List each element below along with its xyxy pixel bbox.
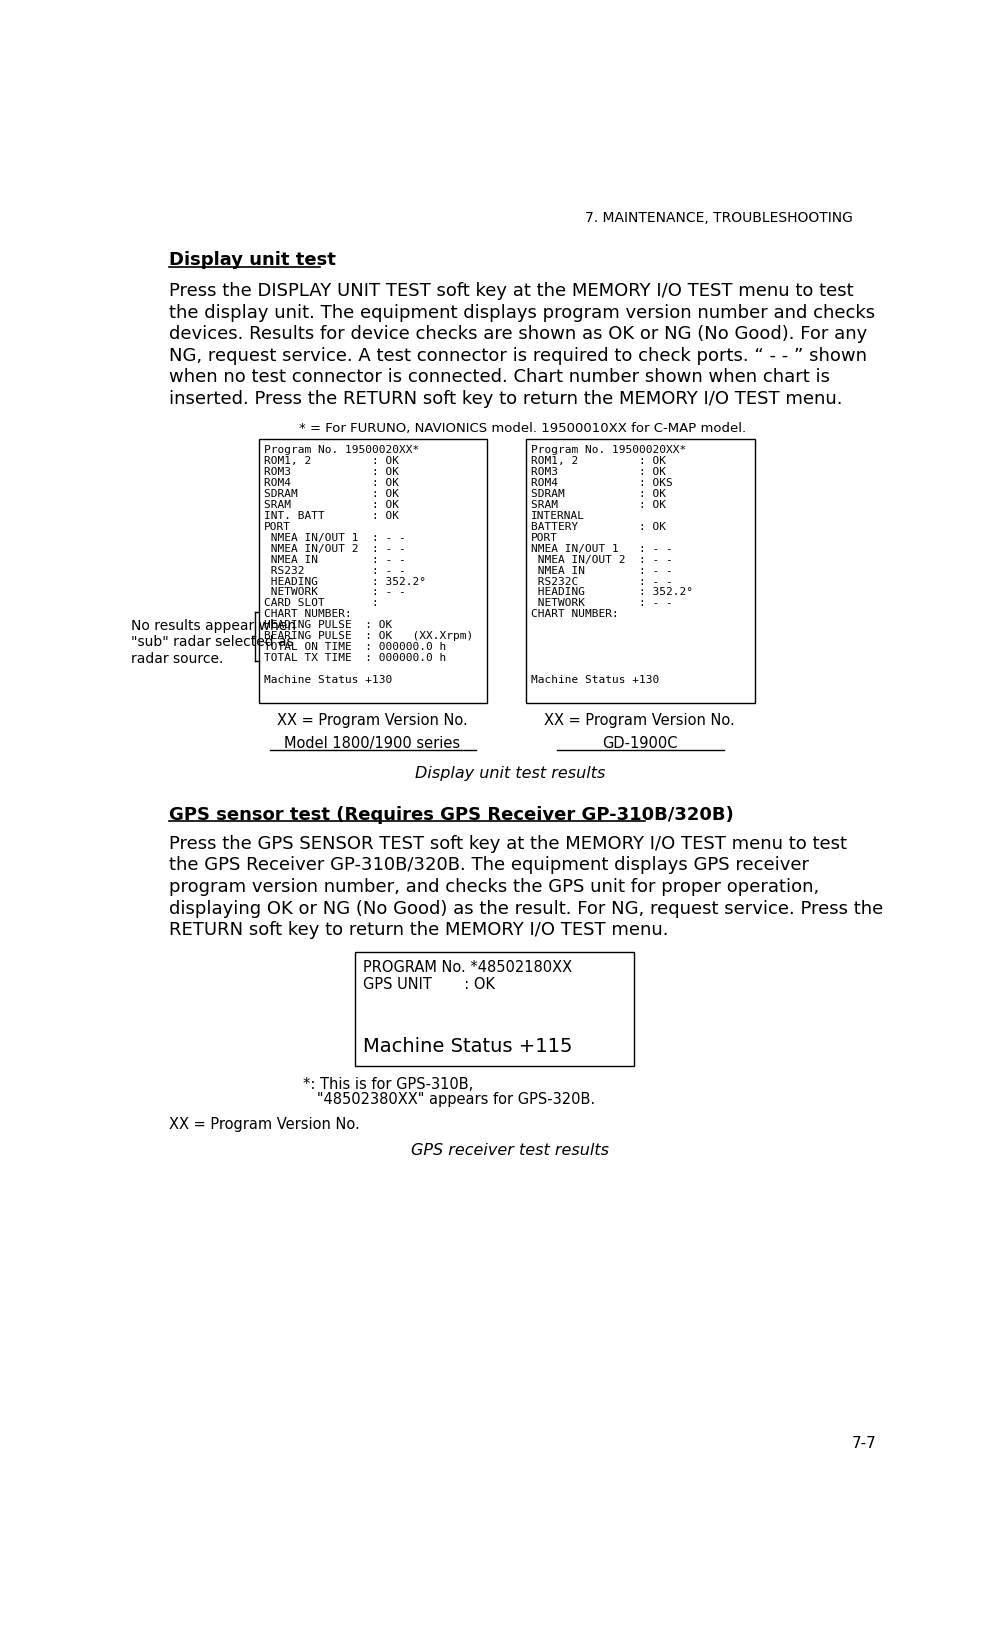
Text: TOTAL TX TIME  : 000000.0 h: TOTAL TX TIME : 000000.0 h [264, 653, 446, 663]
Text: PORT: PORT [532, 532, 559, 543]
Text: Press the GPS SENSOR TEST soft key at the MEMORY I/O TEST menu to test: Press the GPS SENSOR TEST soft key at th… [169, 836, 848, 854]
Text: HEADING PULSE  : OK: HEADING PULSE : OK [264, 620, 392, 630]
Text: 7-7: 7-7 [852, 1436, 876, 1451]
Text: Machine Status +115: Machine Status +115 [364, 1036, 573, 1056]
Bar [526, 439, 755, 702]
Text: NETWORK        : - -: NETWORK : - - [532, 599, 673, 609]
Text: BEARING PULSE  : OK   (XX.Xrpm): BEARING PULSE : OK (XX.Xrpm) [264, 632, 473, 641]
Text: NMEA IN        : - -: NMEA IN : - - [532, 566, 673, 576]
Text: *: This is for GPS-310B,: *: This is for GPS-310B, [303, 1077, 473, 1092]
Text: NMEA IN        : - -: NMEA IN : - - [264, 555, 405, 565]
Text: the GPS Receiver GP-310B/320B. The equipment displays GPS receiver: the GPS Receiver GP-310B/320B. The equip… [169, 857, 810, 875]
Text: RS232C         : - -: RS232C : - - [532, 576, 673, 586]
Text: INTERNAL: INTERNAL [532, 511, 586, 521]
Text: Machine Status +130: Machine Status +130 [264, 676, 392, 685]
Text: Model 1800/1900 series: Model 1800/1900 series [285, 736, 460, 751]
Text: SDRAM           : OK: SDRAM : OK [532, 490, 666, 499]
Text: GPS UNIT       : OK: GPS UNIT : OK [364, 976, 495, 992]
Text: Display unit test: Display unit test [169, 251, 337, 269]
Text: PORT: PORT [264, 522, 291, 532]
Text: NMEA IN/OUT 1  : - -: NMEA IN/OUT 1 : - - [264, 532, 405, 543]
Text: NMEA IN/OUT 1   : - -: NMEA IN/OUT 1 : - - [532, 543, 673, 553]
Text: BATTERY         : OK: BATTERY : OK [532, 522, 666, 532]
Text: XX = Program Version No.: XX = Program Version No. [277, 713, 468, 728]
Text: program version number, and checks the GPS unit for proper operation,: program version number, and checks the G… [169, 878, 820, 896]
Text: NMEA IN/OUT 2  : - -: NMEA IN/OUT 2 : - - [264, 543, 405, 553]
Text: when no test connector is connected. Chart number shown when chart is: when no test connector is connected. Cha… [169, 369, 831, 387]
Text: devices. Results for device checks are shown as OK or NG (No Good). For any: devices. Results for device checks are s… [169, 325, 868, 343]
Text: "48502380XX" appears for GPS-320B.: "48502380XX" appears for GPS-320B. [303, 1092, 595, 1106]
Text: * = For FURUNO, NAVIONICS model. 19500010XX for C-MAP model.: * = For FURUNO, NAVIONICS model. 1950001… [299, 423, 746, 436]
Text: NMEA IN/OUT 2  : - -: NMEA IN/OUT 2 : - - [532, 555, 673, 565]
Text: INT. BATT       : OK: INT. BATT : OK [264, 511, 399, 521]
Text: RS232          : - -: RS232 : - - [264, 566, 405, 576]
Text: No results appear when
"sub" radar selected as
radar source.: No results appear when "sub" radar selec… [130, 619, 296, 666]
Text: CHART NUMBER:: CHART NUMBER: [532, 609, 620, 619]
Text: CHART NUMBER:: CHART NUMBER: [264, 609, 352, 619]
Text: Program No. 19500020XX*: Program No. 19500020XX* [532, 446, 686, 455]
Text: Display unit test results: Display unit test results [415, 765, 606, 780]
Text: ROM4            : OK: ROM4 : OK [264, 478, 399, 488]
Text: CARD SLOT       :: CARD SLOT : [264, 599, 378, 609]
Text: SDRAM           : OK: SDRAM : OK [264, 490, 399, 499]
Text: ROM3            : OK: ROM3 : OK [532, 467, 666, 477]
Text: Machine Status +130: Machine Status +130 [532, 676, 659, 685]
Text: inserted. Press the RETURN soft key to return the MEMORY I/O TEST menu.: inserted. Press the RETURN soft key to r… [169, 390, 843, 408]
Text: ROM1, 2         : OK: ROM1, 2 : OK [264, 457, 399, 467]
Text: RETURN soft key to return the MEMORY I/O TEST menu.: RETURN soft key to return the MEMORY I/O… [169, 920, 669, 938]
Text: XX = Program Version No.: XX = Program Version No. [545, 713, 735, 728]
Text: ROM4            : OKS: ROM4 : OKS [532, 478, 673, 488]
Text: the display unit. The equipment displays program version number and checks: the display unit. The equipment displays… [169, 304, 875, 322]
Text: Press the DISPLAY UNIT TEST soft key at the MEMORY I/O TEST menu to test: Press the DISPLAY UNIT TEST soft key at … [169, 282, 855, 300]
Text: TOTAL ON TIME  : 000000.0 h: TOTAL ON TIME : 000000.0 h [264, 641, 446, 653]
Text: Program No. 19500020XX*: Program No. 19500020XX* [264, 446, 419, 455]
Bar [259, 439, 487, 702]
Text: PROGRAM No. *48502180XX: PROGRAM No. *48502180XX [364, 960, 573, 974]
Text: SRAM            : OK: SRAM : OK [532, 499, 666, 509]
Bar [356, 951, 634, 1066]
Text: ROM1, 2         : OK: ROM1, 2 : OK [532, 457, 666, 467]
Text: HEADING        : 352.2°: HEADING : 352.2° [532, 588, 693, 597]
Text: ROM3            : OK: ROM3 : OK [264, 467, 399, 477]
Text: NETWORK        : - -: NETWORK : - - [264, 588, 405, 597]
Text: HEADING        : 352.2°: HEADING : 352.2° [264, 576, 426, 586]
Text: displaying OK or NG (No Good) as the result. For NG, request service. Press the: displaying OK or NG (No Good) as the res… [169, 899, 883, 917]
Text: XX = Program Version No.: XX = Program Version No. [169, 1116, 361, 1131]
Text: SRAM            : OK: SRAM : OK [264, 499, 399, 509]
Text: GD-1900C: GD-1900C [603, 736, 677, 751]
Text: GPS sensor test (Requires GPS Receiver GP-310B/320B): GPS sensor test (Requires GPS Receiver G… [169, 806, 734, 824]
Text: GPS receiver test results: GPS receiver test results [411, 1142, 610, 1159]
Text: NG, request service. A test connector is required to check ports. “ - - ” shown: NG, request service. A test connector is… [169, 346, 868, 366]
Text: 7. MAINTENANCE, TROUBLESHOOTING: 7. MAINTENANCE, TROUBLESHOOTING [585, 211, 853, 225]
